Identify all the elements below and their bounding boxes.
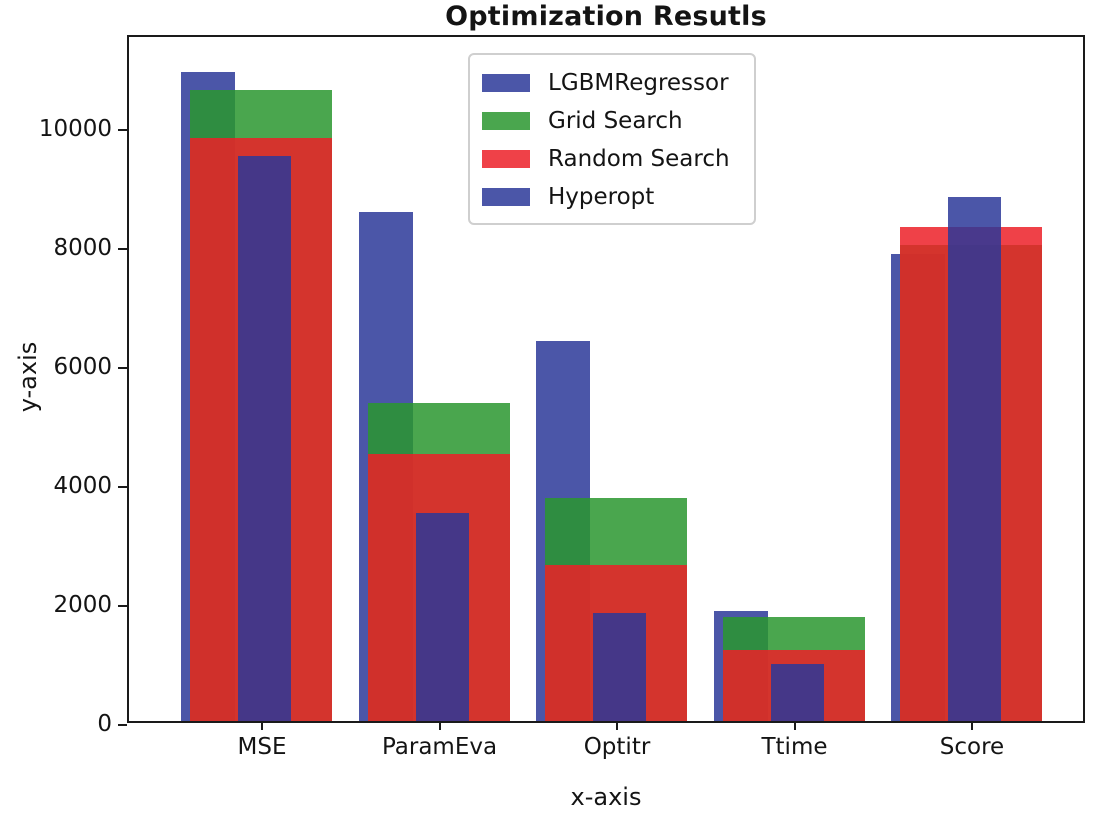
y-tick-mark — [118, 724, 127, 726]
legend-item-grid-search: Grid Search — [482, 102, 754, 140]
y-tick-label: 4000 — [53, 472, 112, 499]
bar-hyperopt-mse — [238, 156, 291, 721]
x-tick-mark — [793, 721, 796, 730]
x-tick-mark — [616, 721, 618, 730]
y-axis-label: y-axis — [14, 341, 42, 413]
bar-hyperopt-parameva — [415, 513, 469, 721]
legend-label: Random Search — [548, 145, 730, 172]
legend-swatch — [482, 188, 530, 206]
y-tick-mark — [118, 129, 127, 131]
legend-swatch — [482, 150, 530, 168]
legend-item-hyperopt: Hyperopt — [482, 178, 754, 216]
legend-swatch — [482, 74, 530, 92]
x-tick-mark — [438, 721, 441, 730]
y-tick-label: 8000 — [53, 234, 112, 261]
legend-item-lgbmregressor: LGBMRegressor — [482, 64, 754, 102]
y-tick-mark — [118, 248, 127, 250]
bar-hyperopt-score — [948, 197, 1001, 721]
y-tick-mark — [118, 486, 127, 488]
x-tick-label-score: Score — [939, 734, 1005, 760]
legend-label: LGBMRegressor — [548, 69, 729, 96]
x-tick-label-ttime: Ttime — [761, 734, 828, 760]
y-tick-label: 2000 — [53, 591, 112, 618]
x-tick-mark — [971, 721, 973, 730]
x-axis-label: x-axis — [570, 783, 642, 811]
legend: LGBMRegressor Grid Search Random Search Hyp… — [468, 53, 756, 225]
y-tick-mark — [118, 367, 127, 369]
x-tick-label-mse: MSE — [237, 734, 287, 760]
y-tick-label: 6000 — [53, 353, 112, 380]
legend-label: Hyperopt — [548, 183, 655, 210]
x-tick-label-parameva: ParamEva — [381, 734, 498, 760]
y-tick-mark — [118, 605, 127, 607]
chart-title: Optimization Resutls — [445, 1, 767, 32]
y-tick-label: 0 — [97, 710, 112, 737]
legend-swatch — [482, 112, 530, 130]
bar-hyperopt-optitr — [593, 613, 646, 721]
x-tick-mark — [261, 721, 263, 730]
bar-hyperopt-ttime — [770, 664, 824, 721]
x-tick-label-optitr: Optitr — [583, 734, 651, 760]
plot-area: 0 2000 4000 6000 8000 10000 MSE ParamEva Optitr… — [39, 35, 1085, 760]
y-tick-label: 10000 — [38, 115, 112, 142]
legend-item-random-search: Random Search — [482, 140, 754, 178]
legend-label: Grid Search — [548, 107, 683, 134]
